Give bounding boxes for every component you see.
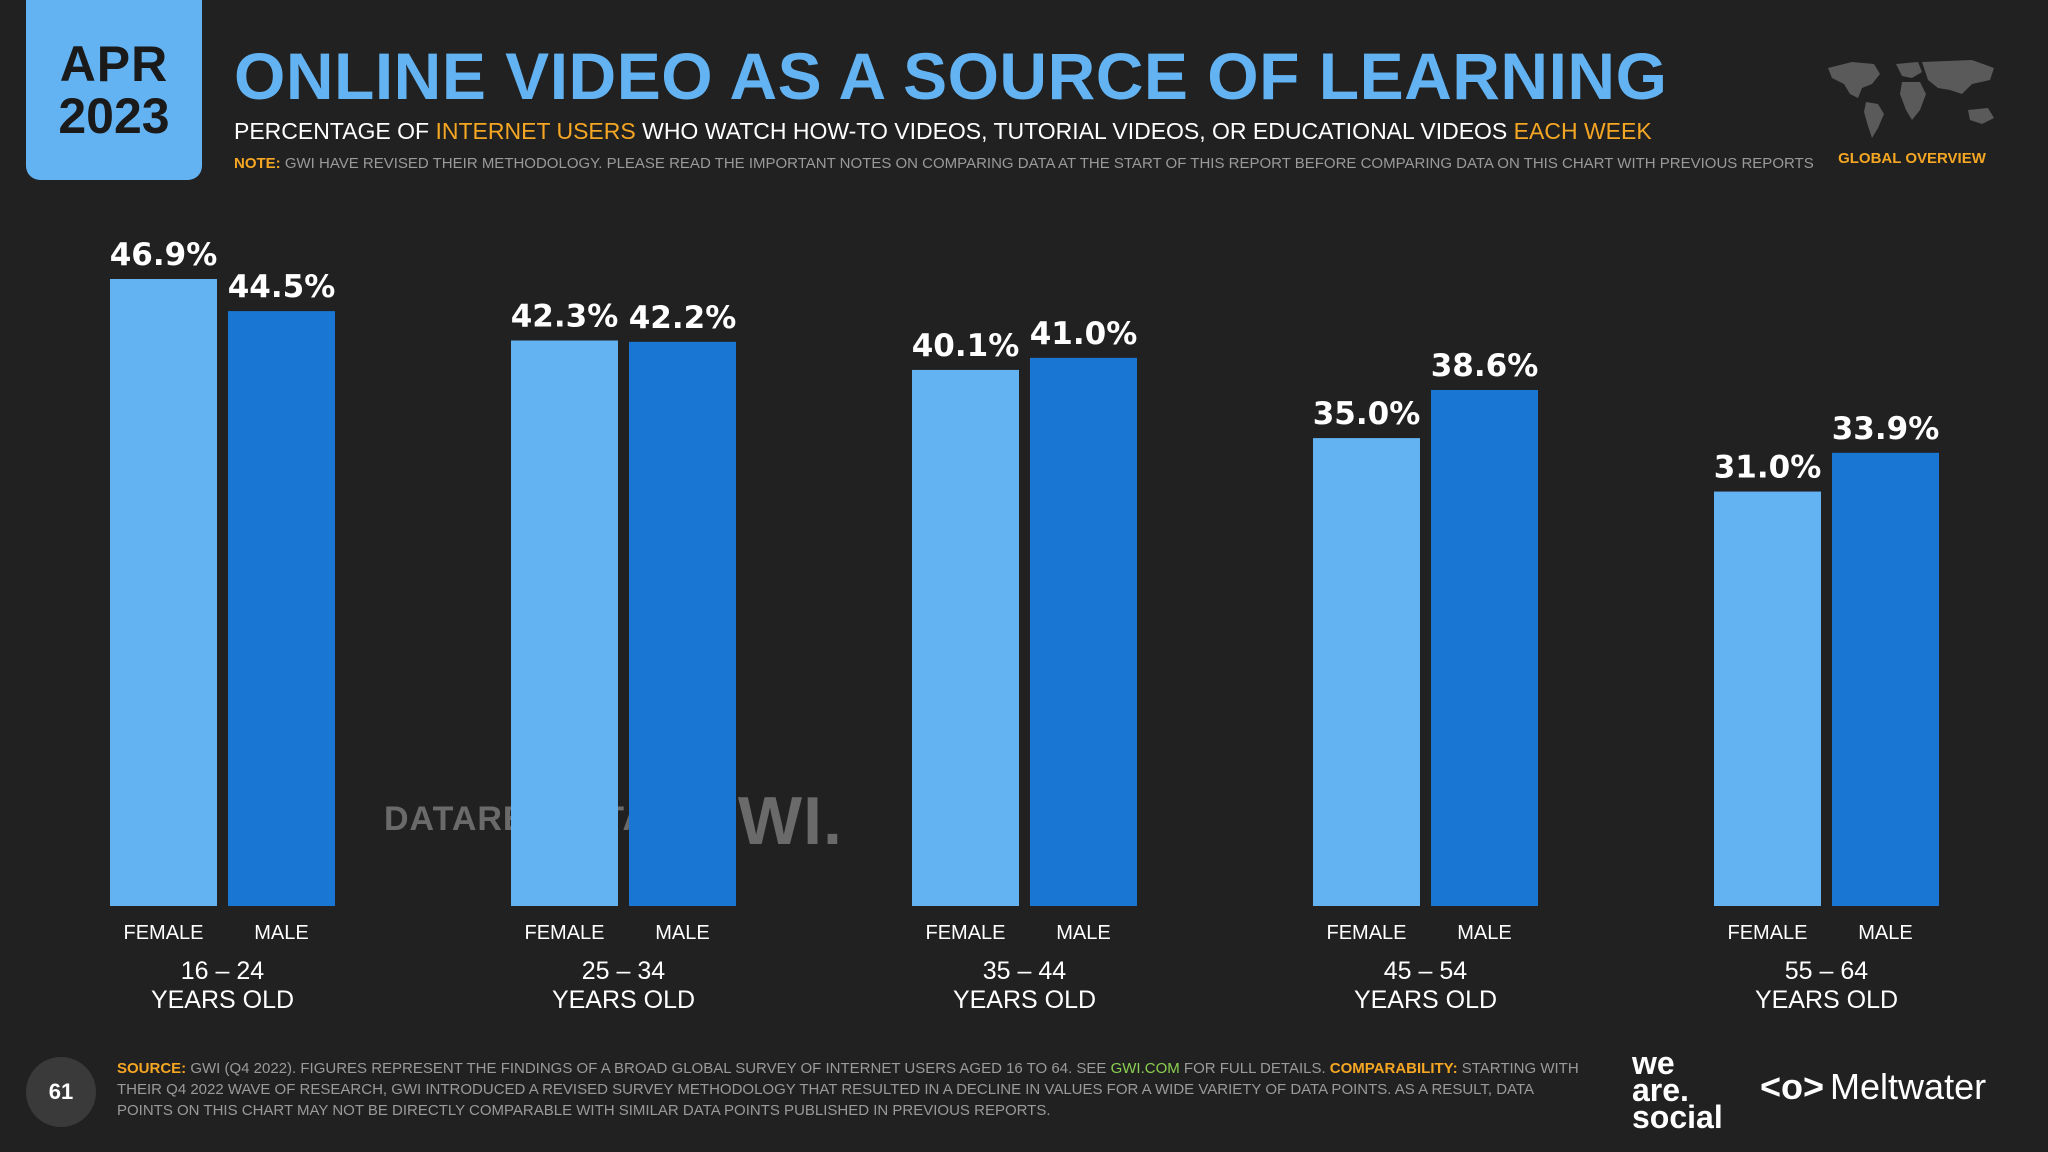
category-label-2-line-2: YEARS OLD xyxy=(552,986,695,1014)
series-label-male-5: MALE xyxy=(1858,922,1912,944)
category-label-4-line-1: 45 – 54 xyxy=(1384,957,1468,985)
data-label-female-4: 35.0% xyxy=(1313,396,1421,432)
data-label-male-1: 44.5% xyxy=(228,269,336,305)
subtitle-highlight-internet-users: INTERNET USERS xyxy=(435,118,636,144)
source-label: SOURCE: xyxy=(117,1060,187,1077)
series-label-male-4: MALE xyxy=(1457,922,1511,944)
note-text: GWI HAVE REVISED THEIR METHODOLOGY. PLEA… xyxy=(280,155,1814,172)
bar-female-1 xyxy=(110,279,217,906)
date-year: 2023 xyxy=(58,88,170,144)
bar-male-5 xyxy=(1832,452,1939,906)
series-label-female-1: FEMALE xyxy=(123,922,203,944)
date-month: APR xyxy=(59,36,169,92)
subtitle-highlight-each-week: EACH WEEK xyxy=(1513,118,1652,144)
data-label-female-1: 46.9% xyxy=(110,237,218,273)
page-subtitle: PERCENTAGE OF INTERNET USERS WHO WATCH H… xyxy=(234,118,1652,145)
section-label: GLOBAL OVERVIEW xyxy=(1838,150,1986,167)
series-label-female-5: FEMALE xyxy=(1727,922,1807,944)
comparability-label: COMPARABILITY: xyxy=(1329,1060,1458,1077)
meltwater-logo: <o> Meltwater xyxy=(1760,1066,1986,1108)
date-badge: APR 2023 xyxy=(26,0,202,180)
data-label-female-3: 40.1% xyxy=(912,328,1020,364)
page-number: 61 xyxy=(26,1057,96,1127)
category-label-3-line-2: YEARS OLD xyxy=(953,986,1096,1014)
data-label-female-5: 31.0% xyxy=(1714,450,1822,486)
source-text-2: FOR FULL DETAILS. xyxy=(1179,1060,1330,1077)
gwi-watermark: GWI. xyxy=(684,783,843,859)
source-link[interactable]: GWI.COM xyxy=(1110,1060,1180,1077)
note-label: NOTE: xyxy=(234,155,281,172)
series-label-male-2: MALE xyxy=(655,922,709,944)
data-label-male-5: 33.9% xyxy=(1832,411,1940,447)
meltwater-wordmark: Meltwater xyxy=(1830,1066,1987,1107)
we-are-social-logo: we are. social xyxy=(1632,1045,1742,1135)
source-note: SOURCE: GWI (Q4 2022). FIGURES REPRESENT… xyxy=(117,1058,1587,1121)
world-map-icon xyxy=(1828,60,1994,138)
logo-are: are. xyxy=(1632,1072,1689,1108)
data-label-male-3: 41.0% xyxy=(1030,316,1138,352)
series-label-male-1: MALE xyxy=(254,922,308,944)
bar-female-5 xyxy=(1714,491,1821,906)
data-label-male-4: 38.6% xyxy=(1431,348,1539,384)
subtitle-part-1: PERCENTAGE OF xyxy=(234,118,436,144)
bar-male-4 xyxy=(1431,389,1538,906)
bar-female-3 xyxy=(912,369,1019,906)
category-label-1-line-2: YEARS OLD xyxy=(151,986,294,1014)
bar-male-1 xyxy=(228,311,335,906)
page-title: ONLINE VIDEO AS A SOURCE OF LEARNING xyxy=(234,39,1668,113)
logo-we: we xyxy=(1632,1045,1675,1081)
series-label-female-2: FEMALE xyxy=(524,922,604,944)
bar-male-3 xyxy=(1030,357,1137,906)
data-label-male-2: 42.2% xyxy=(629,300,737,336)
category-label-1-line-1: 16 – 24 xyxy=(181,957,265,985)
category-label-2-line-1: 25 – 34 xyxy=(582,957,666,985)
source-text: GWI (Q4 2022). FIGURES REPRESENT THE FIN… xyxy=(186,1060,1111,1077)
datareportal-watermark: DATAREPORTAL xyxy=(384,800,670,838)
logo-social: social xyxy=(1632,1099,1723,1135)
data-label-female-2: 42.3% xyxy=(511,298,619,334)
bar-female-4 xyxy=(1313,438,1420,906)
series-label-female-3: FEMALE xyxy=(925,922,1005,944)
category-label-4-line-2: YEARS OLD xyxy=(1354,986,1497,1014)
series-label-female-4: FEMALE xyxy=(1326,922,1406,944)
methodology-note: NOTE: GWI HAVE REVISED THEIR METHODOLOGY… xyxy=(234,155,1814,172)
meltwater-mark-icon: <o> xyxy=(1760,1066,1825,1107)
category-label-3-line-1: 35 – 44 xyxy=(983,957,1067,985)
series-label-male-3: MALE xyxy=(1056,922,1110,944)
comparability-text: STARTING WITH THEIR Q4 2022 WAVE OF RESE… xyxy=(117,1060,1579,1119)
subtitle-part-2: WHO WATCH HOW-TO VIDEOS, TUTORIAL VIDEOS… xyxy=(635,118,1514,144)
category-label-5-line-2: YEARS OLD xyxy=(1755,986,1898,1014)
category-label-5-line-1: 55 – 64 xyxy=(1785,957,1869,985)
